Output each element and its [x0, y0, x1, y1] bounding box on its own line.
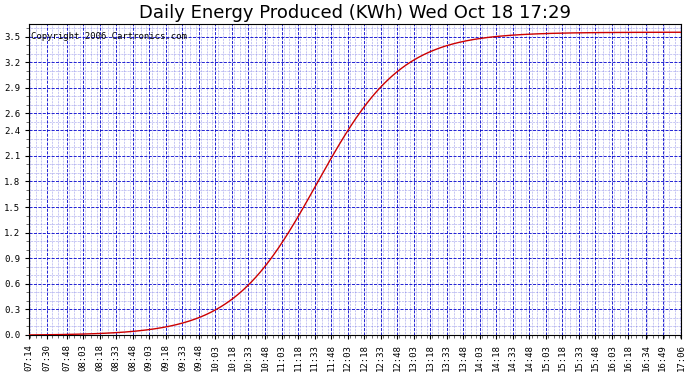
Title: Daily Energy Produced (KWh) Wed Oct 18 17:29: Daily Energy Produced (KWh) Wed Oct 18 1… — [139, 4, 571, 22]
Text: Copyright 2006 Cartronics.com: Copyright 2006 Cartronics.com — [31, 32, 187, 40]
